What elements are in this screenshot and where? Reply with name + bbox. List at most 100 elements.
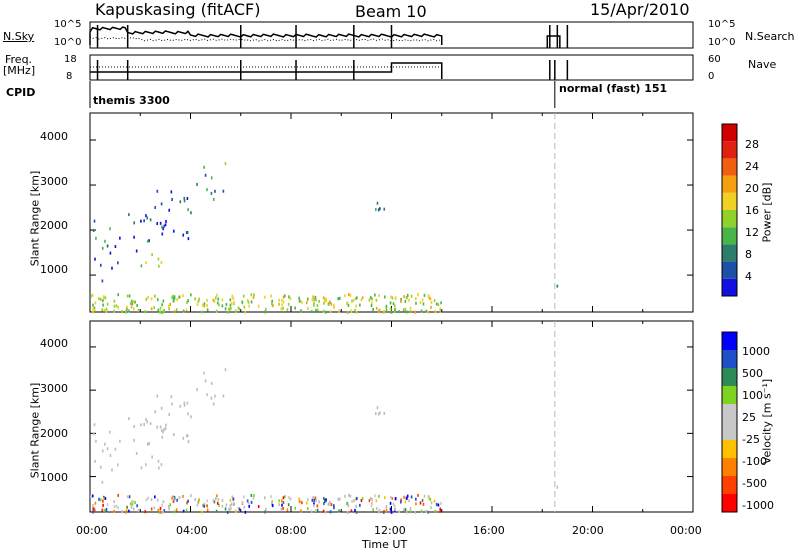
velocity-pixel (338, 509, 340, 513)
power-pixel (278, 302, 280, 306)
velocity-pixel (271, 503, 274, 507)
velocity-pixel (286, 508, 289, 512)
velocity-pixel (370, 504, 373, 508)
power-colorbar-segment (722, 192, 737, 210)
power-pixel (140, 219, 142, 223)
velocity-pixel (93, 506, 96, 510)
velocity-pixel (203, 371, 205, 375)
power-pixel (355, 304, 357, 308)
velocity-pixel (102, 503, 104, 507)
power-pixel (376, 201, 379, 205)
power-colorbar-segment (722, 261, 737, 279)
velocity-pixel (158, 510, 161, 514)
power-pixel (98, 297, 100, 301)
velocity-pixel (163, 509, 166, 513)
velocity-pixel (206, 504, 208, 508)
power-pixel (117, 293, 119, 297)
velocity-pixel (406, 494, 409, 498)
power-pixel (282, 300, 285, 304)
velocity-pixel (161, 503, 163, 507)
power-pixel (409, 310, 412, 314)
power-panel-frame (89, 112, 694, 313)
velocity-pixel (311, 498, 314, 502)
power-pixel (225, 303, 228, 307)
velocity-pixel (439, 507, 442, 511)
velocity-pixel (410, 495, 413, 499)
nsky-line (89, 26, 443, 45)
power-pixel (238, 307, 241, 311)
velocity-colorbar-segment (722, 458, 737, 476)
xtick-2000: 20:00 (572, 524, 604, 537)
velocity-ytick-2000: 2000 (40, 427, 68, 440)
power-pixel (250, 293, 253, 297)
xtick-1200: 12:00 (374, 524, 406, 537)
power-pixel (394, 296, 397, 300)
power-pixel (186, 301, 188, 305)
velocity-pixel (135, 451, 138, 455)
velocity-pixel (113, 509, 115, 513)
power-pixel (173, 229, 175, 233)
power-pixel (161, 310, 163, 314)
power-pixel (94, 301, 97, 305)
freq-line (90, 62, 443, 79)
velocity-pixel (350, 509, 353, 513)
power-pixel (271, 303, 274, 307)
power-pixel (237, 306, 240, 310)
velocity-pixel (224, 368, 227, 372)
cpid-label: CPID (6, 86, 36, 99)
power-pixel (278, 298, 280, 302)
nsky-tick-bottom: 10^0 (54, 37, 82, 48)
power-pixel (111, 266, 113, 270)
power-pixel (165, 219, 167, 223)
power-pixel (170, 190, 173, 194)
power-pixel (281, 303, 283, 307)
power-pixel (91, 293, 94, 297)
nsearch-line (89, 36, 440, 42)
power-cbar-tick-20: 20 (745, 182, 759, 195)
power-pixel (168, 307, 170, 311)
power-pixel (369, 296, 372, 300)
power-pixel (101, 308, 104, 312)
velocity-pixel (284, 495, 286, 499)
velocity-pixel (160, 406, 163, 410)
power-pixel (132, 307, 135, 311)
power-pixel (161, 303, 163, 307)
velocity-pixel (440, 501, 442, 505)
velocity-pixel (250, 500, 253, 504)
velocity-colorbar-segment (722, 368, 737, 386)
power-ytick-4000: 4000 (40, 130, 68, 143)
power-pixel (206, 308, 209, 312)
velocity-pixel (190, 494, 192, 498)
power-pixel (90, 294, 92, 298)
power-pixel (94, 257, 96, 261)
power-pixel (282, 295, 285, 299)
power-pixel (143, 219, 145, 223)
power-pixel (182, 233, 185, 237)
velocity-pixel (170, 395, 173, 399)
velocity-pixel (375, 506, 378, 510)
velocity-pixel (178, 496, 180, 500)
velocity-pixel (143, 422, 145, 426)
velocity-pixel (173, 432, 175, 436)
velocity-pixel (378, 494, 380, 498)
power-pixel (351, 299, 353, 303)
power-pixel (115, 304, 118, 308)
velocity-pixel (347, 493, 350, 497)
velocity-pixel (230, 507, 232, 511)
velocity-pixel (393, 504, 396, 508)
velocity-pixel (417, 493, 419, 497)
power-pixel (203, 165, 205, 169)
velocity-pixel (394, 496, 397, 500)
velocity-pixel (556, 485, 559, 489)
velocity-pixel (90, 495, 92, 499)
power-pixel (158, 264, 160, 268)
velocity-pixel (95, 439, 97, 443)
velocity-pixel (224, 507, 227, 511)
power-pixel (271, 302, 273, 306)
power-pixel (226, 310, 229, 314)
velocity-pixel (389, 501, 392, 505)
power-pixel (330, 302, 333, 306)
velocity-pixel (119, 439, 121, 443)
velocity-pixel (280, 499, 283, 503)
power-pixel (156, 189, 159, 193)
